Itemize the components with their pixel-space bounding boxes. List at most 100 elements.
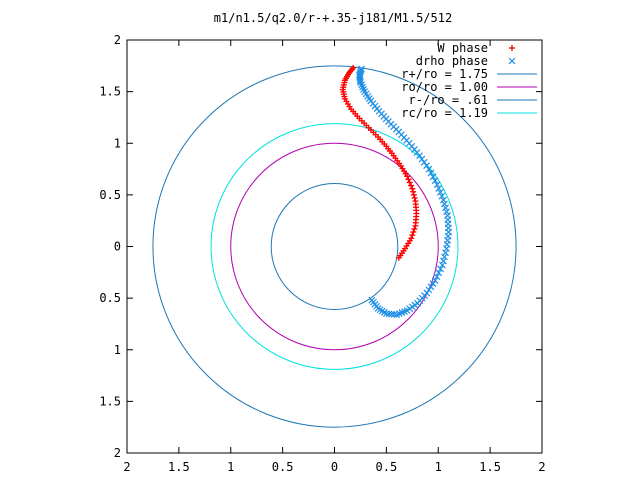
w-phase-point — [409, 185, 416, 192]
marker-d2 — [435, 184, 443, 192]
w-phase-point — [408, 235, 415, 242]
marker-d2 — [437, 265, 445, 273]
marker-d2 — [357, 67, 365, 74]
reference-circles — [152, 65, 517, 428]
marker-d2 — [423, 289, 431, 297]
drho-phase-point — [427, 169, 435, 177]
x-tick-label: 2 — [123, 460, 130, 474]
drho-phase-point — [441, 253, 448, 261]
marker-d2 — [443, 208, 450, 216]
y-tick-label: 1 — [114, 343, 121, 357]
x-tick-label: 0.5 — [272, 460, 294, 474]
marker-d2 — [442, 204, 449, 212]
y-tick-label: 2 — [114, 33, 121, 47]
drho-phase-point — [438, 261, 446, 269]
legend-label: W phase — [437, 41, 488, 55]
marker-d2 — [433, 181, 441, 188]
legend-label: drho phase — [416, 54, 488, 68]
drho-phase-point — [438, 192, 446, 200]
circle-series — [270, 183, 399, 310]
marker-d2 — [431, 277, 439, 284]
circle-series — [230, 142, 439, 351]
legend-label: ro/ro = 1.00 — [401, 80, 488, 94]
x-tick-label: 0 — [331, 460, 338, 474]
marker-d2 — [429, 173, 437, 181]
x-tick-label: 1 — [227, 460, 234, 474]
w-phase-point — [349, 66, 356, 73]
drho-phase-point — [433, 273, 441, 281]
drho-phase-point — [423, 162, 431, 170]
drho-phase-point — [423, 289, 431, 297]
marker-d2 — [360, 85, 367, 93]
x-tick-label: 1.5 — [168, 460, 190, 474]
drho-phase-point — [418, 155, 426, 163]
marker-d2 — [425, 165, 433, 173]
marker-d2 — [356, 75, 364, 83]
marker-d2 — [418, 155, 426, 163]
marker-d2 — [356, 77, 364, 84]
legend-label: r+/ro = 1.75 — [401, 67, 488, 81]
circle-series — [210, 123, 459, 370]
drho-phase-point — [437, 265, 445, 273]
marker-d2 — [427, 283, 435, 291]
w-phase-point — [410, 191, 417, 198]
drho-phase-point — [442, 249, 449, 257]
marker-d2 — [441, 253, 448, 261]
drho-phase-point — [358, 65, 365, 73]
x-tick-label: 1 — [435, 460, 442, 474]
marker-d2 — [361, 88, 369, 96]
marker-d2 — [429, 280, 437, 288]
marker-d2 — [390, 310, 398, 318]
w-phase-point — [410, 229, 417, 236]
y-tick-label: 1 — [114, 136, 121, 150]
phase-points — [339, 64, 453, 319]
x-tick-label: 1.5 — [479, 460, 501, 474]
marker-d2 — [358, 65, 365, 73]
drho-phase-point — [435, 269, 443, 277]
marker-d2 — [442, 249, 449, 257]
marker-d2 — [435, 269, 443, 277]
marker-d2 — [358, 81, 365, 89]
marker-d2 — [420, 158, 428, 166]
drho-phase-point — [357, 67, 365, 74]
x-tick-label: 0.5 — [376, 460, 398, 474]
marker-d2 — [423, 162, 431, 170]
marker-d2 — [444, 212, 452, 219]
marker-d2 — [359, 83, 366, 91]
drho-phase-point — [435, 184, 443, 192]
legend-label: rc/ro = 1.19 — [401, 106, 488, 120]
w-phase-point — [409, 232, 416, 239]
marker-d2 — [438, 261, 446, 269]
drho-phase-point — [425, 165, 433, 173]
marker-d2 — [357, 78, 364, 86]
y-tick-label: 1.5 — [99, 394, 121, 408]
axis-ticks: 2 1.5 1 0.5 0 0.5 1 1.5 221.510.500.511.52 — [99, 33, 545, 474]
w-phase-point — [411, 194, 418, 201]
marker-d2 — [433, 273, 441, 281]
marker-d2 — [438, 192, 446, 200]
drho-phase-point — [427, 283, 435, 291]
drho-phase-point — [436, 188, 444, 196]
w-phase-point — [350, 64, 357, 71]
w-phase-point — [411, 225, 418, 232]
w-phase-point — [406, 179, 413, 186]
drho-phase-point — [425, 286, 433, 294]
chart-title: m1/n1.5/q2.0/r-+.35-j181/M1.5/512 — [214, 11, 452, 25]
w-phase-point — [408, 182, 415, 189]
y-tick-label: 1.5 — [99, 85, 121, 99]
y-tick-label: 0.5 — [99, 188, 121, 202]
circle-series — [152, 65, 517, 428]
drho-phase-point — [443, 208, 450, 216]
legend-marker — [508, 57, 516, 65]
w-phase-point — [410, 188, 417, 195]
drho-phase-point — [442, 204, 449, 212]
w-phase-point — [412, 198, 419, 205]
drho-phase-point — [429, 173, 437, 181]
drho-phase-point — [431, 277, 439, 284]
drho-phase-point — [444, 212, 452, 219]
drho-phase-point — [431, 177, 439, 185]
marker-d2 — [440, 196, 447, 204]
drho-phase-point — [420, 158, 428, 166]
drho-phase-point — [433, 181, 441, 188]
